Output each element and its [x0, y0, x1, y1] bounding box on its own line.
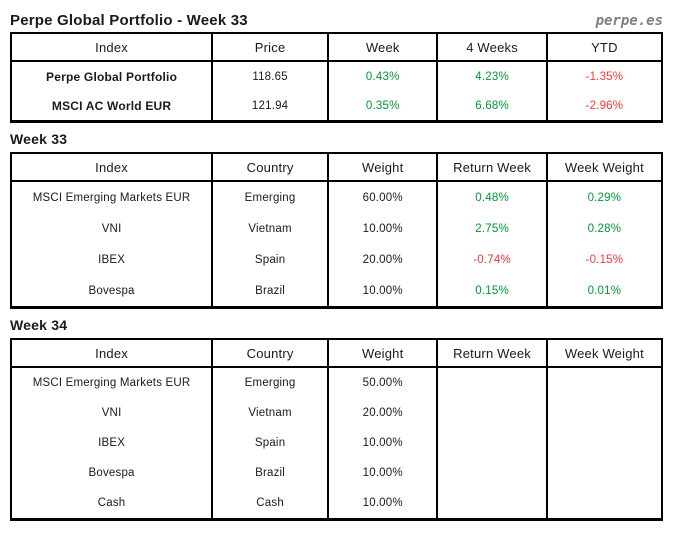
cell-return-week: [436, 398, 548, 428]
cell-weight: 20.00%: [327, 398, 439, 428]
cell-return-week: [436, 428, 548, 458]
column-header-4weeks: 4 Weeks: [436, 33, 548, 62]
cell-4weeks-return: 4.23%: [436, 61, 548, 91]
report-header: Perpe Global Portfolio - Week 33 perpe.e…: [10, 5, 663, 29]
table-row: VNI Vietnam 10.00% 2.75% 0.28%: [9, 213, 664, 244]
cell-weight: 10.00%: [327, 213, 439, 244]
cell-week-weight: 0.01%: [545, 275, 664, 308]
week34-heading: Week 34: [10, 317, 68, 333]
column-header-weight: Weight: [327, 339, 439, 368]
cell-index-name: IBEX: [9, 244, 214, 275]
cell-country: Emerging: [211, 181, 330, 213]
cell-4weeks-return: 6.68%: [436, 91, 548, 122]
page-title: Perpe Global Portfolio - Week 33: [10, 12, 248, 29]
cell-return-week: 0.48%: [436, 181, 548, 213]
cell-return-week: 2.75%: [436, 213, 548, 244]
cell-week-weight: [545, 428, 664, 458]
cell-weight: 20.00%: [327, 244, 439, 275]
cell-country: Spain: [211, 244, 330, 275]
column-header-country: Country: [211, 339, 330, 368]
cell-index-name: Bovespa: [9, 458, 214, 488]
table-row: MSCI Emerging Markets EUR Emerging 50.00…: [9, 367, 664, 398]
column-header-country: Country: [211, 153, 330, 182]
cell-ytd-return: -1.35%: [545, 61, 664, 91]
table-row: Bovespa Brazil 10.00% 0.15% 0.01%: [9, 275, 664, 308]
table-row: Bovespa Brazil 10.00%: [9, 458, 664, 488]
cell-weight: 10.00%: [327, 275, 439, 308]
column-header-weight: Weight: [327, 153, 439, 182]
cell-return-week: -0.74%: [436, 244, 548, 275]
cell-index-name: Bovespa: [9, 275, 214, 308]
table-row: MSCI AC World EUR 121.94 0.35% 6.68% -2.…: [9, 91, 664, 122]
cell-country: Spain: [211, 428, 330, 458]
cell-index-name: MSCI Emerging Markets EUR: [9, 181, 214, 213]
cell-country: Vietnam: [211, 398, 330, 428]
cell-country: Vietnam: [211, 213, 330, 244]
cell-week-weight: [545, 458, 664, 488]
cell-price: 121.94: [211, 91, 330, 122]
column-header-week-weight: Week Weight: [545, 339, 664, 368]
column-header-index: Index: [9, 153, 214, 182]
column-header-week: Week: [327, 33, 439, 62]
cell-week-weight: 0.28%: [545, 213, 664, 244]
column-header-return-week: Return Week: [436, 339, 548, 368]
cell-index-name: IBEX: [9, 428, 214, 458]
week33-header-row: Index Country Weight Return Week Week We…: [9, 153, 664, 182]
cell-week-weight: [545, 488, 664, 520]
site-logo: perpe.es: [595, 13, 663, 29]
table-row: MSCI Emerging Markets EUR Emerging 60.00…: [9, 181, 664, 213]
cell-week-weight: 0.29%: [545, 181, 664, 213]
cell-week-weight: [545, 367, 664, 398]
cell-country: Emerging: [211, 367, 330, 398]
cell-return-week: [436, 458, 548, 488]
column-header-week-weight: Week Weight: [545, 153, 664, 182]
cell-return-week: [436, 367, 548, 398]
column-header-price: Price: [211, 33, 330, 62]
cell-price: 118.65: [211, 61, 330, 91]
cell-week-return: 0.35%: [327, 91, 439, 122]
column-header-index: Index: [9, 33, 214, 62]
table-row: VNI Vietnam 20.00%: [9, 398, 664, 428]
column-header-ytd: YTD: [545, 33, 664, 62]
table-row: Perpe Global Portfolio 118.65 0.43% 4.23…: [9, 61, 664, 91]
cell-weight: 50.00%: [327, 367, 439, 398]
cell-country: Cash: [211, 488, 330, 520]
cell-index-name: VNI: [9, 398, 214, 428]
cell-index-name: Cash: [9, 488, 214, 520]
cell-weight: 10.00%: [327, 428, 439, 458]
cell-country: Brazil: [211, 275, 330, 308]
cell-week-weight: [545, 398, 664, 428]
week33-table: Index Country Weight Return Week Week We…: [9, 152, 664, 309]
cell-week-return: 0.43%: [327, 61, 439, 91]
cell-index-name: MSCI AC World EUR: [9, 91, 214, 122]
week34-table: Index Country Weight Return Week Week We…: [9, 338, 664, 521]
cell-weight: 10.00%: [327, 488, 439, 520]
cell-weight: 60.00%: [327, 181, 439, 213]
week33-heading: Week 33: [10, 131, 68, 147]
cell-return-week: 0.15%: [436, 275, 548, 308]
cell-index-name: VNI: [9, 213, 214, 244]
week34-header-row: Index Country Weight Return Week Week We…: [9, 339, 664, 368]
column-header-index: Index: [9, 339, 214, 368]
cell-week-weight: -0.15%: [545, 244, 664, 275]
cell-weight: 10.00%: [327, 458, 439, 488]
cell-ytd-return: -2.96%: [545, 91, 664, 122]
cell-return-week: [436, 488, 548, 520]
cell-index-name: Perpe Global Portfolio: [9, 61, 214, 91]
cell-index-name: MSCI Emerging Markets EUR: [9, 367, 214, 398]
summary-header-row: Index Price Week 4 Weeks YTD: [9, 33, 664, 62]
column-header-return-week: Return Week: [436, 153, 548, 182]
table-row: Cash Cash 10.00%: [9, 488, 664, 520]
summary-table: Index Price Week 4 Weeks YTD Perpe Globa…: [9, 32, 664, 123]
table-row: IBEX Spain 20.00% -0.74% -0.15%: [9, 244, 664, 275]
table-row: IBEX Spain 10.00%: [9, 428, 664, 458]
cell-country: Brazil: [211, 458, 330, 488]
